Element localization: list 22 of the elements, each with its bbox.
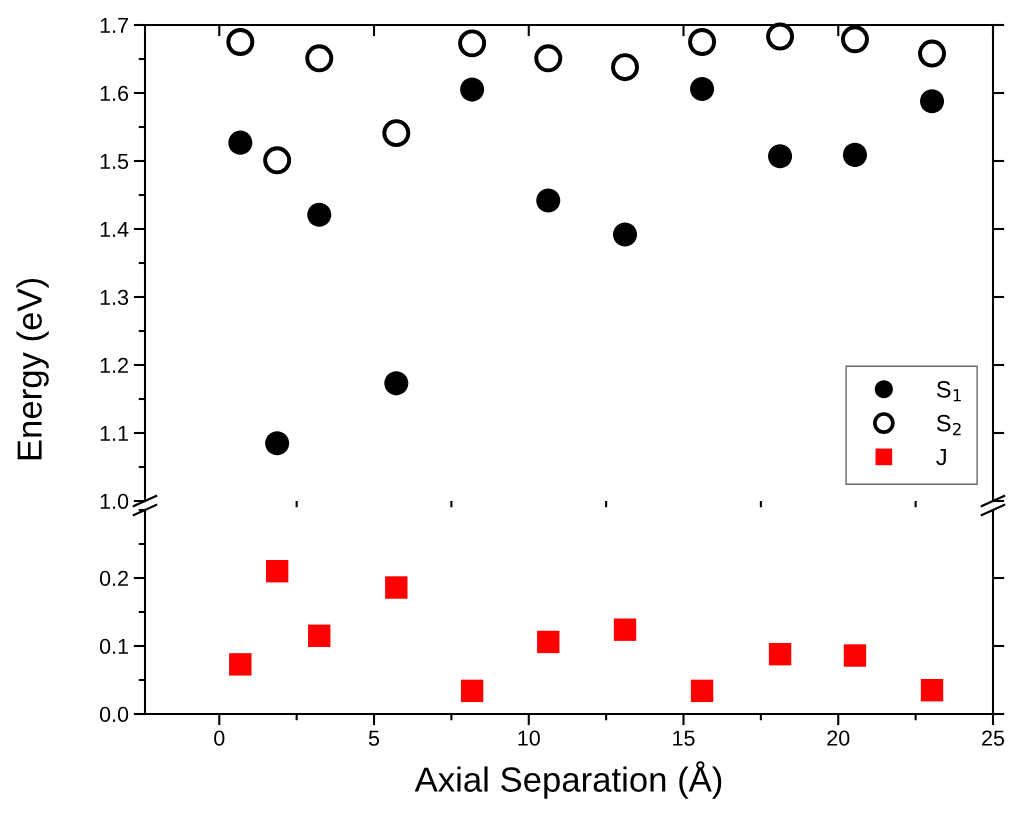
- legend-label: J: [936, 448, 946, 466]
- legend-label: S$_{2}$: [936, 414, 961, 436]
- y-tick-label: 0.0: [99, 706, 129, 723]
- x-tick-label: 20: [827, 730, 850, 746]
- y-axis-title: Energy (eV): [16, 279, 49, 460]
- y-tick-label: 1.2: [100, 357, 128, 373]
- y-tick-label: 0.1: [99, 638, 128, 655]
- x-tick-label: 10: [518, 730, 540, 746]
- y-tick-label: 1.6: [100, 85, 129, 102]
- y-tick-label: 1.1: [100, 425, 128, 441]
- y-tick-label: 1.7: [100, 17, 128, 33]
- x-tick-label: 25: [982, 730, 1005, 746]
- x-tick-label: 15: [673, 730, 695, 746]
- x-tick-label: 5: [368, 730, 380, 746]
- legend-label: S$_{1}$: [936, 380, 961, 402]
- x-axis-title: Axial Separation (Å): [414, 761, 722, 799]
- y-tick-label: 0.2: [99, 570, 128, 587]
- y-tick-label: 1.3: [100, 289, 129, 306]
- y-tick-label: 1.4: [100, 221, 129, 237]
- y-tick-label: 1.5: [100, 153, 129, 170]
- x-tick-label: 0: [214, 730, 225, 746]
- y-tick-label: 1.0: [100, 493, 129, 510]
